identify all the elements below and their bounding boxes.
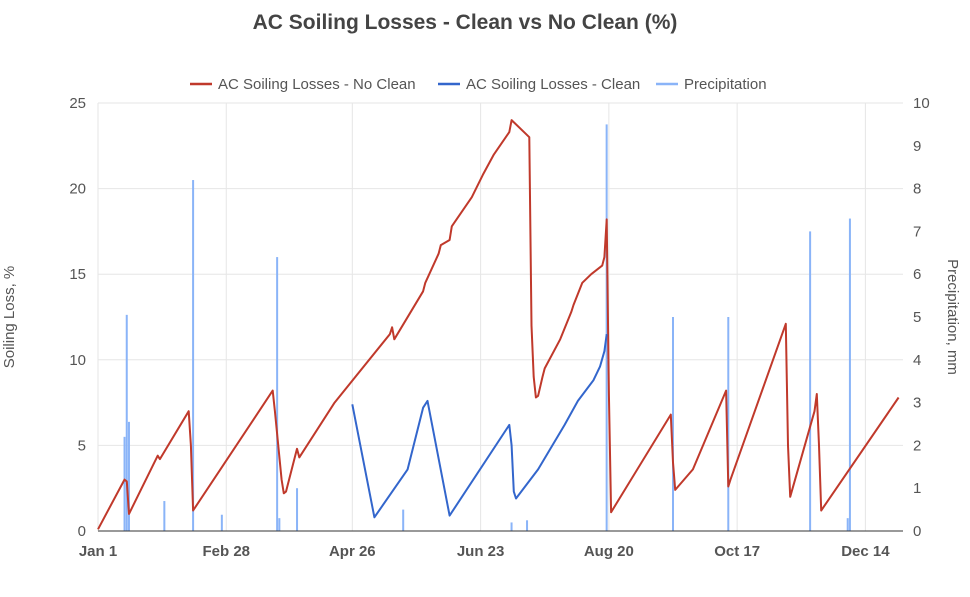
- y-tick-label: 5: [78, 437, 86, 454]
- y2-tick-label: 3: [913, 395, 921, 412]
- y-tick-label: 15: [69, 266, 86, 283]
- series-line-no-clean: [97, 119, 900, 530]
- precipitation-bar: [125, 314, 128, 531]
- precipitation-bar: [192, 180, 195, 532]
- precipitation-bar: [163, 501, 166, 531]
- y-tick-label: 0: [78, 523, 86, 540]
- precipitation-bar: [276, 257, 279, 531]
- x-tick-label: Jan 1: [79, 543, 117, 560]
- precipitation-bar: [278, 518, 281, 531]
- y2-tick-label: 7: [913, 223, 921, 240]
- y-tick-label: 10: [69, 352, 86, 369]
- series-lines: [97, 119, 900, 530]
- precipitation-bar: [809, 231, 812, 531]
- precipitation-bar: [296, 488, 299, 531]
- legend-label: AC Soiling Losses - Clean: [466, 76, 640, 93]
- grid: [97, 102, 903, 531]
- precipitation-bar: [123, 436, 126, 531]
- y2-tick-label: 8: [913, 181, 921, 198]
- precipitation-bar: [526, 520, 529, 531]
- precipitation-bar: [846, 518, 849, 531]
- x-tick-label: Oct 17: [714, 543, 760, 560]
- axes: 0 5 10 15 20 25 0 1 2 3 4 5 6 7 8 9 10 Jan 1 Feb 28 Apr 26 J…: [69, 95, 929, 560]
- precipitation-bar: [402, 509, 405, 531]
- legend: AC Soiling Losses - No Clean AC Soiling L…: [190, 76, 767, 93]
- y2-tick-label: 9: [913, 138, 921, 155]
- legend-label: Precipitation: [684, 76, 767, 93]
- y-tick-label: 20: [69, 181, 86, 198]
- x-tick-label: Aug 20: [584, 543, 634, 560]
- precipitation-bar: [727, 317, 730, 531]
- y2-tick-label: 6: [913, 266, 921, 283]
- y2-tick-label: 2: [913, 437, 921, 454]
- x-tick-label: Jun 23: [457, 543, 505, 560]
- y-axis-label: Soiling Loss, %: [1, 266, 18, 369]
- precipitation-bars: [123, 124, 851, 532]
- y2-axis-label: Precipitation, mm: [944, 259, 961, 375]
- y2-tick-label: 10: [913, 95, 930, 112]
- x-tick-label: Feb 28: [203, 543, 251, 560]
- series-line-clean: [351, 333, 608, 519]
- precipitation-bar: [510, 522, 513, 531]
- chart-title: AC Soiling Losses - Clean vs No Clean (%…: [253, 11, 678, 34]
- x-tick-label: Apr 26: [329, 543, 376, 560]
- legend-label: AC Soiling Losses - No Clean: [218, 76, 416, 93]
- precipitation-bar: [127, 421, 130, 531]
- precipitation-bar: [672, 317, 674, 531]
- legend-item: AC Soiling Losses - Clean: [438, 76, 640, 93]
- legend-item: AC Soiling Losses - No Clean: [190, 76, 416, 93]
- y2-tick-label: 0: [913, 523, 921, 540]
- y2-tick-label: 5: [913, 309, 921, 326]
- precipitation-bar: [605, 124, 608, 532]
- legend-item: Precipitation: [656, 76, 767, 93]
- y2-tick-label: 1: [913, 480, 921, 497]
- y-tick-label: 25: [69, 95, 86, 112]
- x-tick-label: Dec 14: [841, 543, 890, 560]
- y2-tick-label: 4: [913, 352, 921, 369]
- precipitation-bar: [848, 218, 851, 531]
- precipitation-bar: [220, 514, 223, 531]
